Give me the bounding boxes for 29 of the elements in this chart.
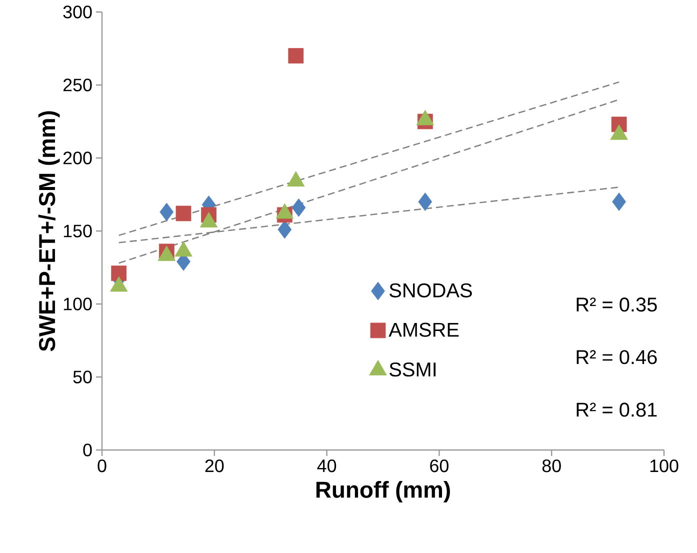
y-tick-label: 100 xyxy=(64,298,92,310)
y-tick-label: 200 xyxy=(63,152,92,164)
y-tick-label: 300 xyxy=(63,6,92,18)
point xyxy=(612,192,626,211)
annotation: R² = 0.46 xyxy=(576,350,657,364)
y-tick-label: 150 xyxy=(64,224,92,238)
point xyxy=(292,198,306,217)
x-tick-label: 100 xyxy=(650,459,678,472)
y-axis-title: SWE+P-ET+/-SM (mm) xyxy=(38,111,60,352)
x-tick-label: 60 xyxy=(430,459,448,472)
y-tick-label: 0 xyxy=(83,444,92,456)
point xyxy=(160,202,174,222)
point xyxy=(176,206,192,222)
y-tick-label: 250 xyxy=(63,78,92,92)
point xyxy=(418,192,432,211)
x-tick-label: 0 xyxy=(98,459,106,472)
point xyxy=(278,220,292,239)
x-tick-label: 80 xyxy=(542,459,561,472)
legend-label: AMSRE xyxy=(388,322,459,337)
x-axis-title: Runoff (mm) xyxy=(316,481,450,502)
x-tick-label: 40 xyxy=(317,459,336,472)
annotation: R² = 0.35 xyxy=(576,298,657,312)
legend-label: SNODAS xyxy=(390,283,472,298)
annotation: R² = 0.81 xyxy=(576,402,657,417)
point xyxy=(111,266,127,282)
y-tick-label: 50 xyxy=(73,370,92,384)
x-tick-label: 20 xyxy=(205,459,224,472)
legend-label: SSMI xyxy=(390,362,436,377)
point xyxy=(288,48,304,64)
